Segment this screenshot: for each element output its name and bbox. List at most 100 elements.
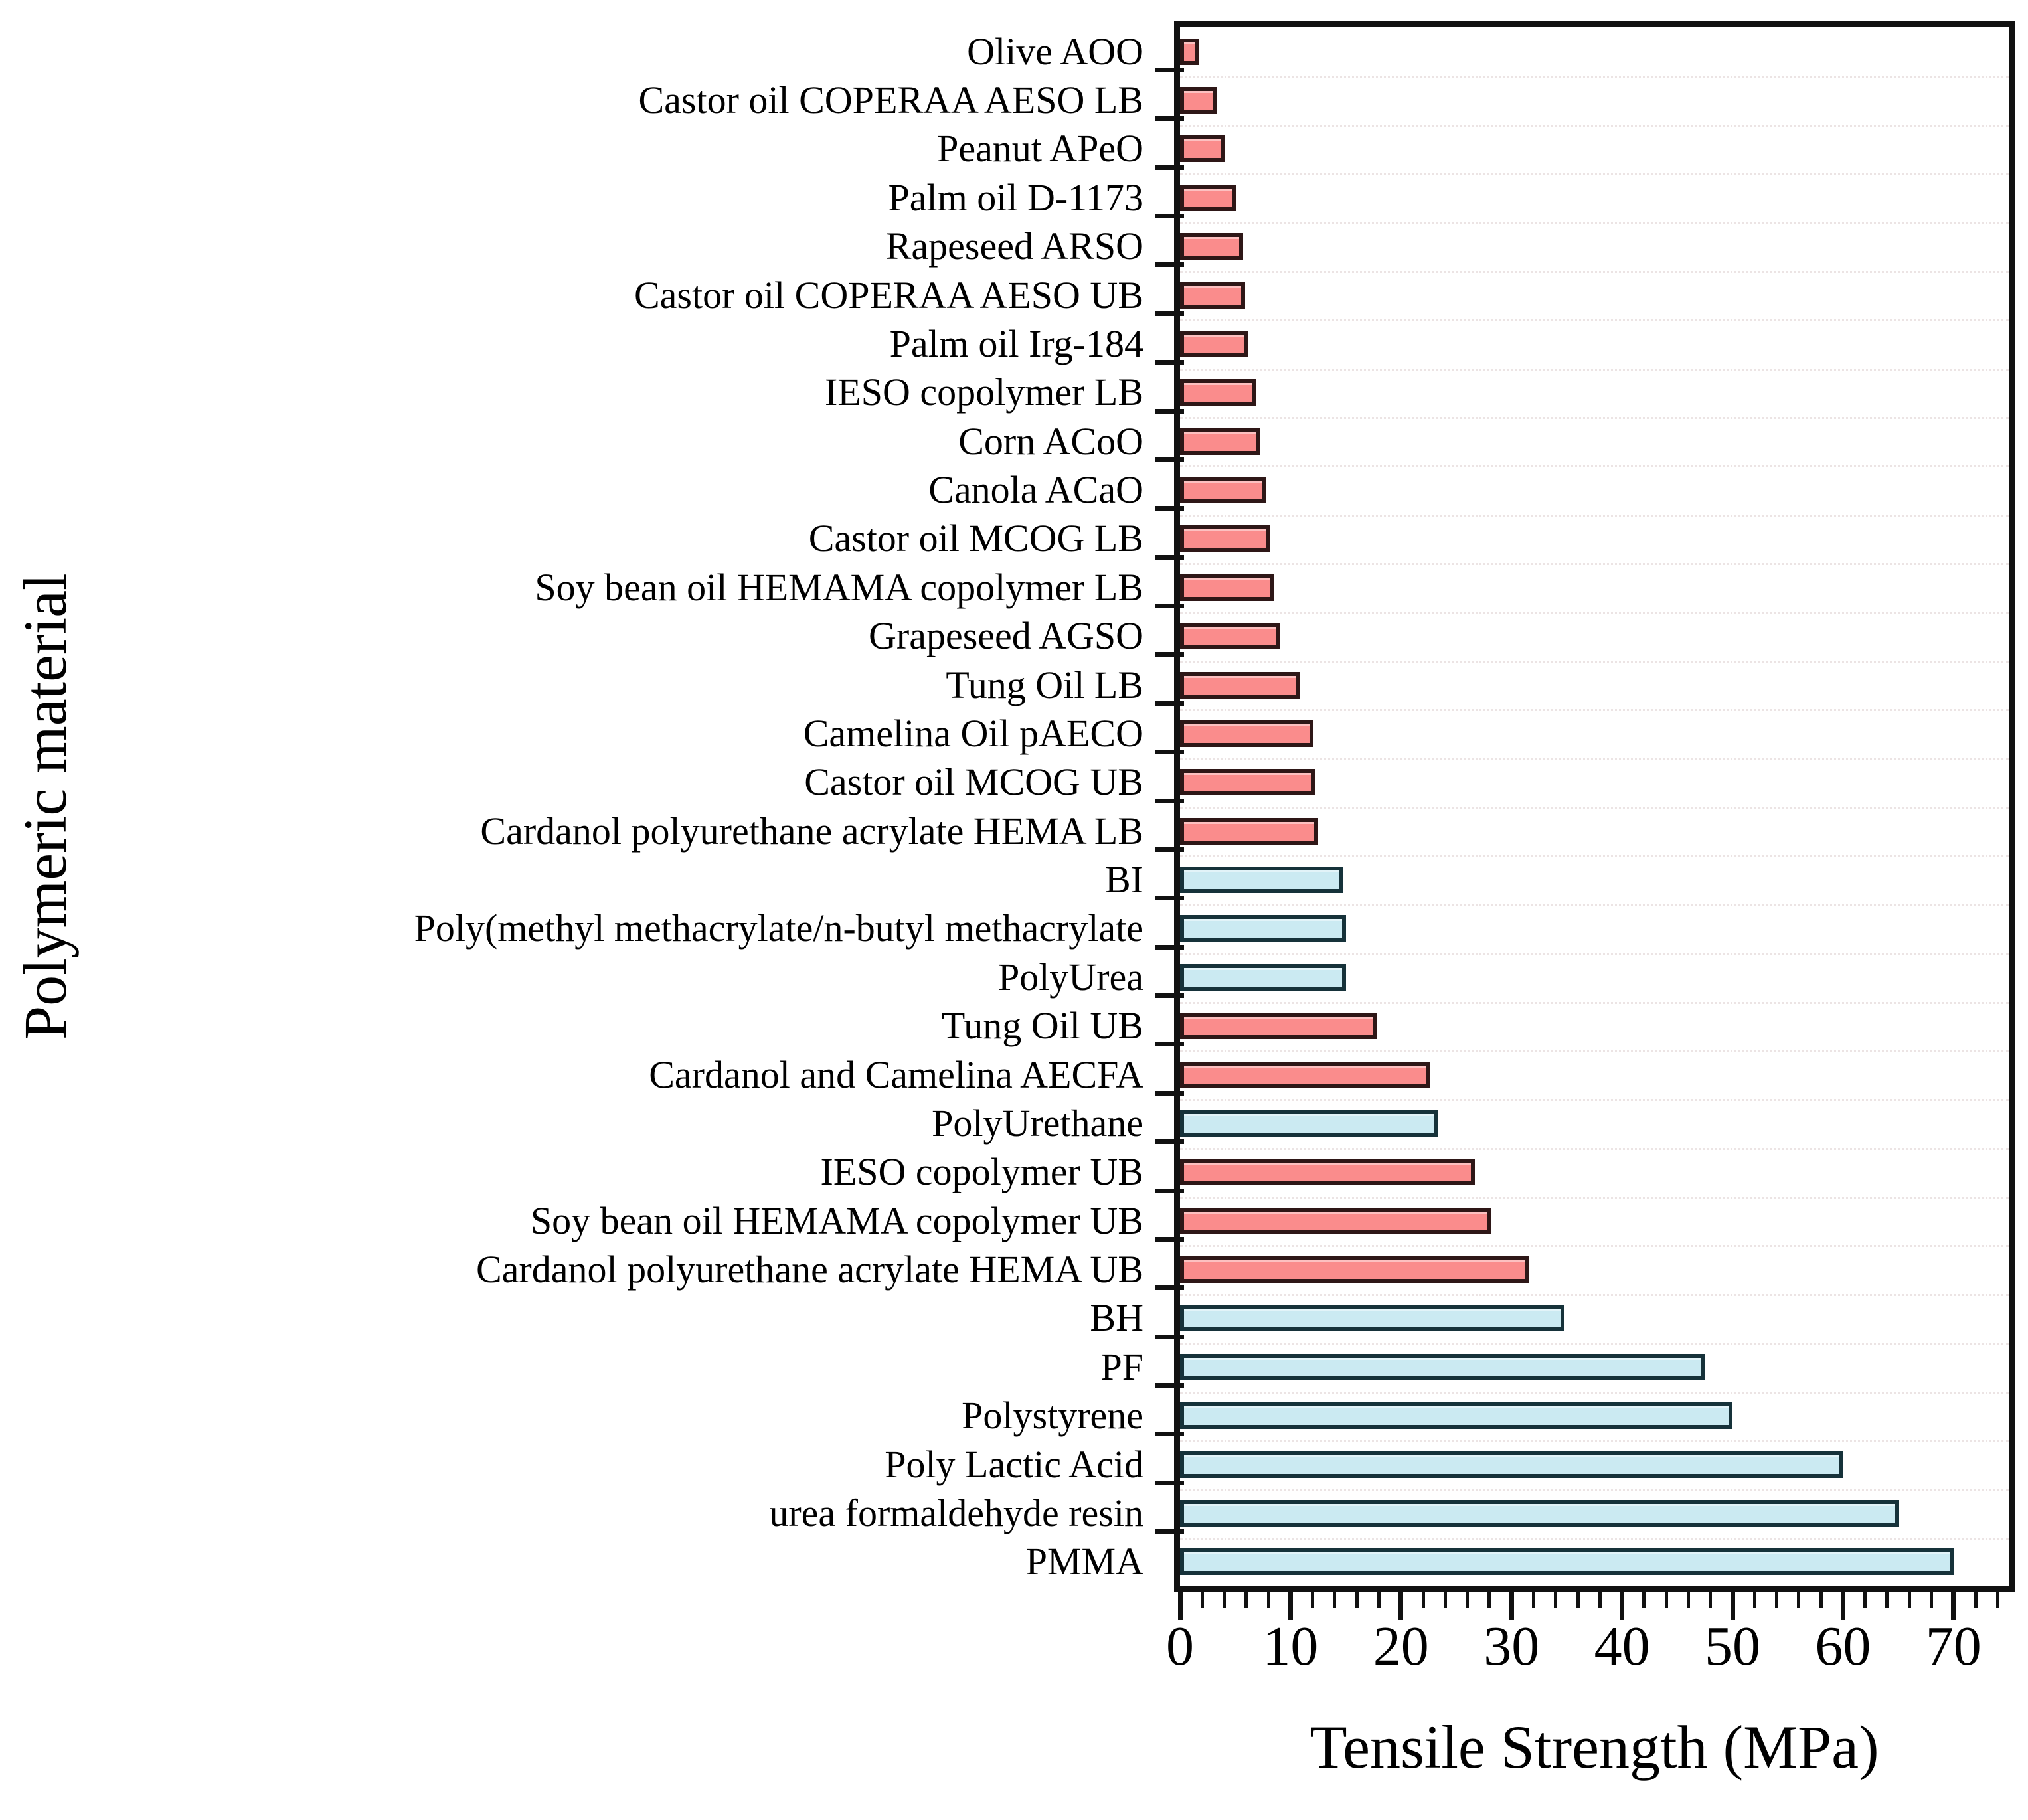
y-axis-tick [1155, 750, 1184, 755]
category-label: IESO copolymer UB [820, 1150, 1144, 1194]
category-label: Palm oil D-1173 [888, 175, 1143, 219]
category-label: PolyUrethane [932, 1101, 1143, 1145]
category-label: Cardanol polyurethane acrylate HEMA UB [475, 1248, 1143, 1291]
bar-bi [1180, 867, 1343, 894]
gridline [1180, 270, 2009, 273]
x-axis-minor-tick [1974, 1592, 1978, 1608]
x-axis-tick-labels: 0 10 20 30 40 50 60 70 [0, 1619, 2028, 1692]
x-tick-label-70: 70 [1925, 1615, 1982, 1677]
y-axis-tick [1155, 604, 1184, 608]
x-axis-minor-tick [1311, 1592, 1315, 1608]
y-axis-tick [1155, 701, 1184, 706]
category-label: Poly(methyl methacrylate/n-butyl methacr… [414, 906, 1143, 950]
y-axis-tick [1155, 408, 1184, 414]
y-axis-tick [1155, 652, 1184, 657]
y-axis-tick [1155, 1188, 1184, 1193]
y-axis-tick [1155, 944, 1184, 950]
bar-olive-aoo [1180, 38, 1199, 65]
gridline [1180, 1343, 2009, 1345]
y-axis-tick [1155, 1432, 1184, 1437]
y-axis-tick [1155, 360, 1184, 365]
category-label: Olive AOO [967, 29, 1143, 73]
y-axis-tick [1155, 1334, 1184, 1339]
x-axis-major-tick [1840, 1592, 1845, 1620]
bar-urea-formaldehyde-resin [1180, 1499, 1899, 1527]
x-tick-label-0: 0 [1166, 1615, 1194, 1677]
x-axis-minor-tick [1930, 1592, 1934, 1608]
bar-tung-oil-lb [1180, 671, 1301, 699]
category-label: Camelina Oil pAECO [803, 711, 1143, 755]
bar-grapeseed-agso [1180, 623, 1281, 650]
x-axis-major-tick [1730, 1592, 1735, 1620]
category-label: Corn ACoO [958, 419, 1143, 463]
y-axis-tick [1155, 847, 1184, 852]
category-label: PolyUrea [997, 955, 1143, 999]
bar-corn-acoo [1180, 428, 1260, 455]
x-tick-label-50: 50 [1705, 1615, 1760, 1677]
plot-area [1155, 21, 2015, 1620]
bar-polyurea [1180, 963, 1346, 991]
x-axis-minor-tick [1819, 1592, 1823, 1608]
category-label: Cardanol polyurethane acrylate HEMA LB [480, 809, 1143, 853]
y-axis-tick [1155, 1383, 1184, 1388]
x-tick-label-60: 60 [1815, 1615, 1871, 1677]
bar-castor-oil-coperaa-aeso-ub [1180, 282, 1246, 309]
gridline [1180, 1099, 2009, 1102]
category-label: PF [1100, 1345, 1143, 1388]
x-axis-minor-tick [1664, 1592, 1668, 1608]
bar-soy-bean-oil-hemama-copolymer-lb [1180, 574, 1274, 601]
gridline [1180, 1147, 2009, 1150]
bar-pf [1180, 1353, 1705, 1380]
category-label: Polystyrene [962, 1394, 1143, 1438]
gridline [1180, 612, 2009, 614]
y-axis-tick [1155, 67, 1184, 72]
x-axis-major-tick [1177, 1592, 1183, 1620]
bar-castor-oil-coperaa-aeso-lb [1180, 87, 1217, 114]
x-axis-title: Tensile Strength (MPa) [1310, 1713, 1879, 1781]
gridline [1180, 1245, 2009, 1248]
x-axis-minor-tick [1223, 1592, 1226, 1608]
y-axis-tick [1155, 262, 1184, 268]
x-axis-minor-tick [1266, 1592, 1270, 1608]
category-label: Poly Lactic Acid [885, 1442, 1143, 1486]
category-label: Soy bean oil HEMAMA copolymer LB [535, 565, 1143, 609]
bar-palm-oil-d-1173 [1180, 184, 1236, 211]
gridline [1180, 1197, 2009, 1199]
bar-poly-methyl-methacrylate-n-butyl-methacrylate [1180, 915, 1346, 942]
gridline [1180, 904, 2009, 906]
gridline [1180, 660, 2009, 663]
y-axis-tick [1155, 1480, 1184, 1485]
y-axis-tick [1155, 311, 1184, 316]
bar-polyurethane [1180, 1110, 1438, 1137]
y-axis-tick [1155, 1090, 1184, 1096]
x-axis-major-tick [1398, 1592, 1404, 1620]
category-label: Grapeseed AGSO [869, 614, 1143, 658]
category-label: Peanut APeO [937, 127, 1143, 171]
gridline [1180, 1001, 2009, 1004]
category-label: BI [1105, 858, 1143, 902]
bar-camelina-oil-paeco [1180, 720, 1314, 747]
x-axis-minor-tick [1642, 1592, 1646, 1608]
y-axis-labels: Olive AOO Castor oil COPERAA AESO LB Peanu… [0, 21, 1158, 1592]
gridline [1180, 1537, 2009, 1540]
x-axis-minor-tick [1907, 1592, 1911, 1608]
category-label: Castor oil COPERAA AESO UB [634, 273, 1143, 317]
x-axis-major-tick [1509, 1592, 1514, 1620]
gridline [1180, 953, 2009, 955]
bar-rapeseed-arso [1180, 233, 1243, 260]
y-axis-tick [1155, 896, 1184, 901]
x-axis-minor-tick [1797, 1592, 1801, 1608]
category-label: Castor oil MCOG LB [808, 517, 1143, 560]
bar-canola-acao [1180, 477, 1266, 504]
x-axis-minor-tick [1863, 1592, 1867, 1608]
bar-ieso-copolymer-lb [1180, 379, 1256, 406]
x-tick-label-10: 10 [1262, 1615, 1319, 1677]
gridline [1180, 368, 2009, 371]
bar-tung-oil-ub [1180, 1013, 1377, 1040]
category-label: IESO copolymer LB [824, 371, 1143, 414]
bar-cardanol-and-camelina-aecfa [1180, 1061, 1430, 1088]
y-axis-tick [1155, 554, 1184, 560]
x-tick-label-20: 20 [1373, 1615, 1429, 1677]
category-label: Rapeseed ARSO [885, 224, 1143, 268]
